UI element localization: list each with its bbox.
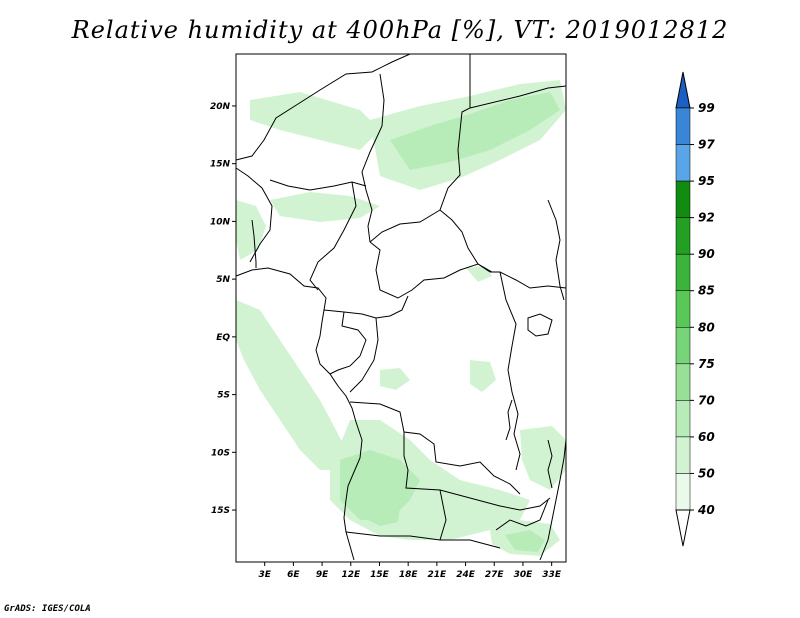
- colorbar-segment: [675, 253, 691, 291]
- border-chad-west: [361, 73, 385, 243]
- colorbar-segment: [675, 436, 691, 474]
- lat-tick-label: 5N: [216, 275, 230, 285]
- lon-tick-label: 24E: [456, 570, 476, 580]
- lon-tick-label: 3E: [258, 570, 271, 580]
- colorbar: 99 97 95 92 90 85 80 75 70 60 50 40: [675, 71, 715, 547]
- map-frame: [235, 53, 567, 563]
- colorbar-label: 80: [698, 320, 715, 334]
- lat-tick-label: 15S: [211, 506, 230, 516]
- lake-malawi: [547, 439, 553, 489]
- humidity-area: [520, 426, 566, 490]
- colorbar-segment: [675, 327, 691, 365]
- longitude-axis: 3E 6E 9E 12E 15E 18E 21E 24E 27E 30E 33E: [258, 562, 562, 580]
- grads-credit: GrADS: IGES/COLA: [4, 604, 91, 614]
- lon-tick-label: 27E: [485, 570, 505, 580]
- colorbar-segment: [675, 363, 691, 401]
- humidity-area: [236, 200, 266, 260]
- humidity-area: [250, 92, 380, 150]
- lon-tick-label: 30E: [514, 570, 534, 580]
- colorbar-segment: [675, 144, 691, 182]
- humidity-area: [505, 530, 545, 552]
- colorbar-label: 75: [698, 357, 715, 371]
- lat-tick-label: 5S: [217, 391, 230, 401]
- colorbar-label: 50: [698, 466, 715, 480]
- border-west-small: [235, 167, 273, 263]
- lon-tick-label: 18E: [399, 570, 419, 580]
- border-congo: [323, 295, 409, 319]
- colorbar-segment: [675, 400, 691, 438]
- border-angola-namibia: [345, 531, 501, 549]
- colorbar-label: 85: [698, 284, 715, 298]
- lon-tick-label: 21E: [428, 570, 448, 580]
- colorbar-label: 97: [698, 138, 715, 152]
- lon-tick-label: 12E: [341, 570, 361, 580]
- lat-tick-label: 15N: [210, 160, 231, 170]
- lat-tick-label: EQ: [216, 333, 230, 343]
- colorbar-segment: [675, 217, 691, 255]
- colorbar-top-arrow: [675, 71, 691, 109]
- border-angola-zambia: [403, 432, 447, 541]
- lat-tick-label: 20N: [210, 102, 231, 112]
- colorbar-label: 40: [697, 503, 715, 517]
- colorbar-label: 99: [698, 101, 715, 115]
- colorbar-segment: [675, 180, 691, 218]
- colorbar-label: 90: [698, 247, 715, 261]
- lon-tick-label: 15E: [370, 570, 390, 580]
- lon-tick-label: 6E: [287, 570, 300, 580]
- humidity-area: [360, 494, 400, 526]
- border-zambia: [439, 489, 551, 511]
- humidity-area: [470, 360, 496, 392]
- colorbar-label: 95: [698, 174, 715, 188]
- coastline-west-africa: [235, 267, 363, 561]
- humidity-area: [466, 266, 492, 282]
- colorbar-label: 70: [698, 393, 715, 407]
- lat-tick-label: 10S: [211, 448, 230, 458]
- border-gabon: [329, 311, 367, 375]
- country-borders: [235, 53, 567, 561]
- colorbar-label: 92: [698, 211, 715, 225]
- humidity-field: [236, 80, 566, 556]
- coastline-east-africa: [539, 439, 567, 561]
- humidity-area: [236, 300, 346, 470]
- lake-tanganyika: [505, 399, 513, 441]
- humidity-area: [340, 450, 420, 520]
- lake-victoria: [527, 313, 553, 337]
- humidity-area: [390, 92, 560, 170]
- lat-tick-label: 10N: [210, 217, 231, 227]
- border-nigeria-cameroon: [309, 181, 357, 291]
- lon-tick-label: 9E: [316, 570, 329, 580]
- map-title: Relative humidity at 400hPa [%], VT: 201…: [71, 16, 729, 44]
- latitude-axis: 20N 15N 10N 5N EQ 5S 10S 15S: [210, 102, 236, 516]
- colorbar-segment: [675, 473, 691, 511]
- border-car-north: [369, 209, 441, 243]
- humidity-area: [380, 368, 410, 390]
- border-drc-south: [349, 401, 521, 495]
- lon-tick-label: 33E: [542, 570, 562, 580]
- colorbar-segment: [675, 107, 691, 145]
- border-sudan: [469, 85, 567, 109]
- colorbar-segment: [675, 290, 691, 328]
- humidity-area: [270, 192, 380, 222]
- border-libya-chad: [439, 54, 493, 273]
- border-congo-drc: [349, 317, 379, 393]
- border-east-2: [547, 199, 565, 301]
- border-car: [369, 241, 567, 299]
- border-benin: [251, 219, 257, 268]
- border-drc-east: [499, 271, 521, 471]
- border-east: [495, 499, 549, 531]
- colorbar-label: 60: [698, 430, 715, 444]
- colorbar-bottom-arrow: [675, 509, 691, 547]
- border-niger-nigeria: [269, 179, 367, 191]
